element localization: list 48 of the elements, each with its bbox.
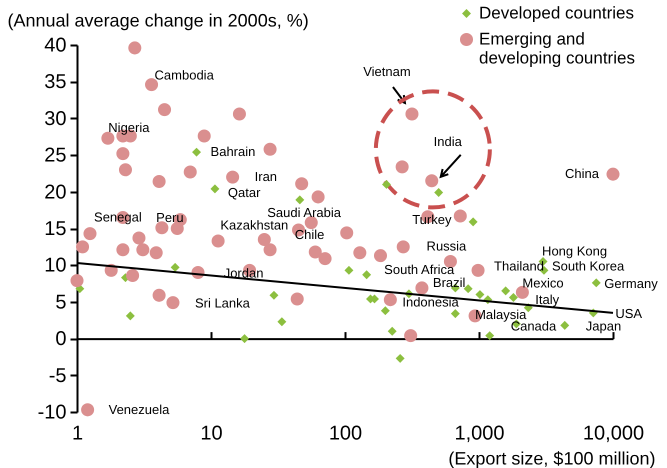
annotation: China xyxy=(565,166,600,182)
y-tick-label: 15 xyxy=(44,218,66,240)
y-axis-title: (Annual average change in 2000s, %) xyxy=(8,10,309,30)
y-tick-label: -5 xyxy=(48,364,66,387)
annotation: Saudi Arabia xyxy=(267,204,342,220)
annotation: Kazakhstan xyxy=(220,218,288,233)
annotation: Chile xyxy=(294,226,324,242)
y-tick-label: 40 xyxy=(44,34,66,56)
annotation: Nigeria xyxy=(108,120,150,136)
annotation: USA xyxy=(615,306,642,321)
y-tick-label: -10 xyxy=(38,402,66,424)
x-tick-label: 1 xyxy=(72,422,84,444)
annotation: Japan xyxy=(586,318,622,334)
annotation: Mexico xyxy=(522,275,564,290)
x-tick-label: 10 xyxy=(200,422,223,444)
x-tick-label: 100 xyxy=(328,422,362,444)
x-tick-label: 10,000 xyxy=(582,422,644,444)
legend-label: Developed countries xyxy=(479,4,634,22)
annotation: India xyxy=(434,134,463,149)
y-tick-label: 5 xyxy=(55,291,66,314)
y-tick-label: 25 xyxy=(44,144,66,167)
y-tick-label: 0 xyxy=(55,328,66,350)
annotation: Germany xyxy=(604,276,658,291)
annotation: Qatar xyxy=(228,184,262,200)
x-axis-title: (Export size, $100 million) xyxy=(448,448,656,468)
annotation: Sri Lanka xyxy=(194,296,251,311)
annotation: South Korea xyxy=(552,258,626,274)
annotation: Indonesia xyxy=(402,294,460,310)
y-tick-label: 30 xyxy=(44,108,66,130)
x-tick-label: 1,000 xyxy=(454,422,505,444)
legend-label: Emerging and developing countries xyxy=(479,30,635,68)
annotation: Thailand xyxy=(494,258,544,274)
annotation: Italy xyxy=(535,292,560,307)
y-tick-label: 35 xyxy=(44,71,66,94)
annotation: South Africa xyxy=(384,262,456,277)
y-tick-label: 10 xyxy=(44,254,66,277)
annotation: Senegal xyxy=(94,209,142,224)
annotation: Venezuela xyxy=(108,402,170,417)
annotation: Peru xyxy=(156,210,184,225)
annotation: Hong Kong xyxy=(542,244,608,259)
annotation: Russia xyxy=(426,238,468,254)
annotation: Cambodia xyxy=(154,68,215,83)
annotation: Vietnam xyxy=(363,64,411,79)
annotation: Brazil xyxy=(432,274,466,290)
annotation: Turkey xyxy=(412,212,452,227)
annotation: Iran xyxy=(254,169,278,184)
annotation: Bahrain xyxy=(210,144,256,160)
y-tick-label: 20 xyxy=(44,181,66,204)
